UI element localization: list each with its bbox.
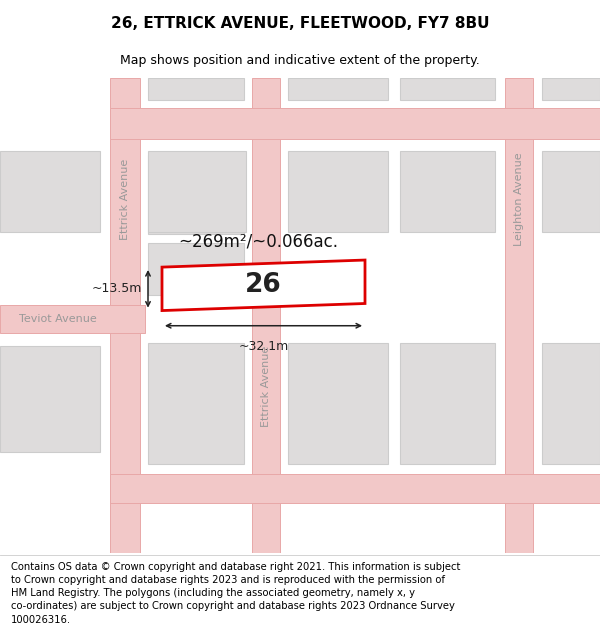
Bar: [0, 151, 100, 232]
Polygon shape: [110, 78, 140, 553]
Bar: [148, 243, 244, 296]
Text: 26, ETTRICK AVENUE, FLEETWOOD, FY7 8BU: 26, ETTRICK AVENUE, FLEETWOOD, FY7 8BU: [111, 16, 489, 31]
Bar: [400, 78, 495, 101]
Polygon shape: [0, 304, 145, 332]
Text: ~32.1m: ~32.1m: [238, 340, 289, 353]
Bar: [400, 151, 495, 232]
Bar: [542, 343, 600, 464]
Polygon shape: [110, 109, 600, 139]
Bar: [288, 78, 388, 101]
Polygon shape: [252, 78, 280, 553]
Polygon shape: [110, 474, 600, 502]
Text: Contains OS data © Crown copyright and database right 2021. This information is : Contains OS data © Crown copyright and d…: [11, 562, 460, 624]
Text: ~13.5m: ~13.5m: [92, 282, 142, 296]
Polygon shape: [505, 78, 533, 553]
Bar: [148, 155, 244, 234]
Bar: [288, 343, 388, 464]
Bar: [542, 78, 600, 101]
Bar: [400, 343, 495, 464]
Text: Teviot Avenue: Teviot Avenue: [19, 314, 97, 324]
Polygon shape: [162, 260, 365, 311]
Bar: [542, 151, 600, 232]
Text: Leighton Avenue: Leighton Avenue: [514, 152, 524, 246]
Bar: [0, 346, 100, 452]
Text: Map shows position and indicative extent of the property.: Map shows position and indicative extent…: [120, 54, 480, 68]
Text: 26: 26: [245, 272, 282, 298]
Text: Ettrick Avenue: Ettrick Avenue: [261, 346, 271, 427]
Text: Ettrick Avenue: Ettrick Avenue: [120, 159, 130, 240]
Text: ~269m²/~0.066ac.: ~269m²/~0.066ac.: [178, 233, 338, 251]
Bar: [148, 343, 244, 464]
Bar: [148, 151, 246, 232]
Bar: [288, 151, 388, 232]
Bar: [148, 78, 244, 101]
